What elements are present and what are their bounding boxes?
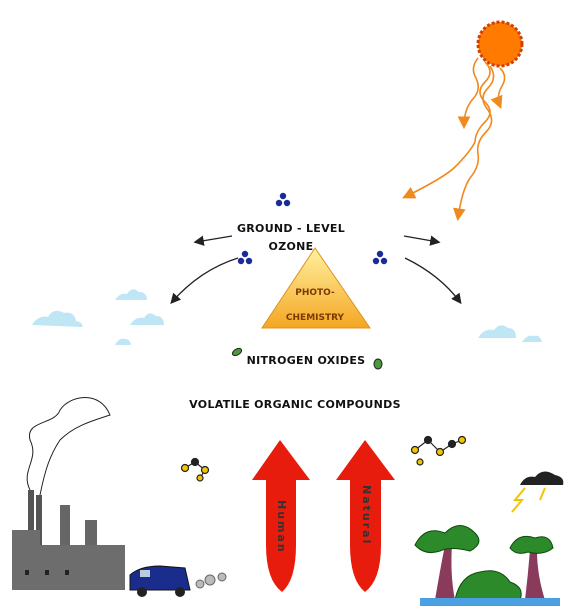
trees <box>415 526 560 607</box>
natural-label: Natural <box>360 485 373 545</box>
sun <box>405 22 522 218</box>
factory <box>12 398 125 591</box>
diagram: GROUND - LEVEL OZONE PHOTO- CHEMISTRY NI… <box>0 0 565 608</box>
voc-molecules <box>182 437 466 482</box>
photochemistry-label: PHOTO- <box>295 288 335 298</box>
source-arrows: Human Natural <box>252 440 395 592</box>
photochemistry-pyramid: PHOTO- CHEMISTRY <box>262 248 370 328</box>
vocs-label: VOLATILE ORGANIC COMPOUNDS <box>189 398 401 411</box>
ozone-label: OZONE <box>269 240 314 253</box>
human-label: Human <box>275 500 288 554</box>
storm-cloud <box>512 471 563 512</box>
nitrogen-oxides-label: NITROGEN OXIDES <box>247 354 366 367</box>
photochemistry-label: CHEMISTRY <box>286 313 345 323</box>
car <box>130 566 226 597</box>
ozone-label: GROUND - LEVEL <box>237 222 345 235</box>
